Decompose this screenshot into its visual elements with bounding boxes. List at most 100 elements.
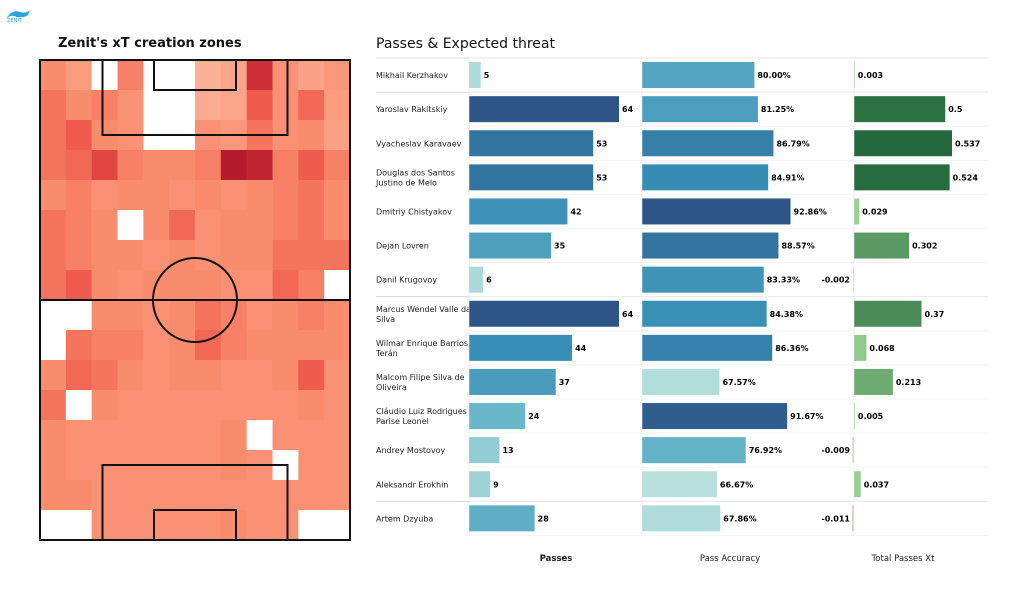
xt-bar xyxy=(854,130,952,157)
heatmap-cell xyxy=(65,360,92,391)
heatmap-cell xyxy=(91,510,118,541)
table-title: Passes & Expected threat xyxy=(376,36,555,52)
heatmap-cell xyxy=(169,300,196,331)
heatmap-cell xyxy=(65,180,92,211)
passes-bar xyxy=(469,266,484,293)
passes-label: 64 xyxy=(622,310,634,319)
heatmap-cell xyxy=(195,420,222,451)
heatmap-cell xyxy=(143,60,170,91)
heatmap-cell xyxy=(169,480,196,511)
heatmap-cell xyxy=(246,60,273,91)
heatmap-cell xyxy=(117,300,144,331)
club-logo: ZENIT xyxy=(6,10,30,23)
heatmap-cell xyxy=(117,150,144,181)
heatmap-cell xyxy=(40,330,67,361)
accuracy-bar xyxy=(642,62,755,89)
xt-bar xyxy=(854,164,950,191)
heatmap-cell xyxy=(143,210,170,241)
heatmap-cell xyxy=(169,150,196,181)
player-name: Yaroslav Rakitskiy xyxy=(375,105,448,114)
heatmap-cell xyxy=(91,180,118,211)
heatmap-cell xyxy=(143,150,170,181)
heatmap-cell xyxy=(117,180,144,211)
heatmap-cell xyxy=(117,210,144,241)
heatmap-cell xyxy=(220,210,247,241)
player-name: Douglas dos Santos Justino de Melo xyxy=(375,168,455,187)
xt-label: 0.068 xyxy=(869,344,895,353)
heatmap-cell xyxy=(91,300,118,331)
heatmap-cell xyxy=(195,390,222,421)
xt-label: 0.037 xyxy=(864,480,889,489)
passes-bar xyxy=(469,437,500,464)
heatmap-cell xyxy=(40,210,67,241)
xt-bar xyxy=(853,266,854,293)
heatmap-cell xyxy=(65,480,92,511)
xt-bar xyxy=(854,334,867,361)
heatmap-cell xyxy=(40,300,67,331)
heatmap-cell xyxy=(298,450,325,481)
heatmap-cell xyxy=(324,120,351,151)
heatmap-cell xyxy=(117,510,144,541)
xt-bar xyxy=(854,62,855,89)
passes-label: 44 xyxy=(575,344,587,353)
accuracy-label: 81.25% xyxy=(761,105,794,114)
xt-label: 0.537 xyxy=(955,139,980,148)
heatmap-cell xyxy=(324,240,351,271)
heatmap-cell xyxy=(65,450,92,481)
heatmap-cell xyxy=(91,270,118,301)
player-name: Cláudio Luiz Rodrigues Parise Leonel xyxy=(376,407,467,426)
heatmap-cell xyxy=(117,90,144,121)
passes-bar xyxy=(469,505,535,532)
heatmap-cell xyxy=(298,240,325,271)
heatmap-cell xyxy=(324,60,351,91)
xt-label: 0.524 xyxy=(953,173,979,182)
accuracy-label: 86.79% xyxy=(776,139,809,148)
heatmap-cell xyxy=(272,330,299,361)
heatmap-cell xyxy=(246,420,273,451)
heatmap-cell xyxy=(40,60,67,91)
accuracy-label: 80.00% xyxy=(757,71,790,80)
accuracy-bar xyxy=(642,130,774,157)
heatmap-cell xyxy=(117,420,144,451)
accuracy-bar xyxy=(642,471,717,498)
heatmap-cell xyxy=(220,330,247,361)
passes-label: 42 xyxy=(570,207,581,216)
passes-label: 53 xyxy=(596,139,607,148)
pitch-heatmap-panel xyxy=(30,30,360,550)
accuracy-bar xyxy=(642,300,767,327)
heatmap-cell xyxy=(40,180,67,211)
heatmap-cell xyxy=(195,240,222,271)
heatmap-cell xyxy=(195,270,222,301)
heatmap-cell xyxy=(40,420,67,451)
heatmap-cell xyxy=(169,60,196,91)
heatmap-cell xyxy=(143,240,170,271)
heatmap-cell xyxy=(195,480,222,511)
accuracy-label: 92.86% xyxy=(794,207,827,216)
heatmap-cell xyxy=(246,150,273,181)
heatmap-cell xyxy=(220,420,247,451)
heatmap-cell xyxy=(246,210,273,241)
accuracy-label: 84.91% xyxy=(771,173,804,182)
heatmap-cell xyxy=(246,90,273,121)
passes-label: 64 xyxy=(622,105,634,114)
heatmap-cell xyxy=(65,300,92,331)
heatmap-cell xyxy=(65,240,92,271)
heatmap-cell xyxy=(91,150,118,181)
heatmap-cell xyxy=(272,510,299,541)
passes-bar xyxy=(469,368,556,395)
heatmap-cell xyxy=(220,240,247,271)
accuracy-label: 83.33% xyxy=(767,276,800,285)
heatmap-cell xyxy=(272,150,299,181)
heatmap-cell xyxy=(169,390,196,421)
heatmap-cell xyxy=(272,90,299,121)
heatmap-cell xyxy=(40,480,67,511)
heatmap-cell xyxy=(324,360,351,391)
heatmap-cell xyxy=(65,90,92,121)
accuracy-bar xyxy=(642,437,746,464)
passes-label: 13 xyxy=(502,446,513,455)
accuracy-label: 67.86% xyxy=(723,514,756,523)
heatmap-cell xyxy=(298,300,325,331)
heatmap-cell xyxy=(40,150,67,181)
xt-label: 0.029 xyxy=(862,207,888,216)
heatmap-cell xyxy=(91,420,118,451)
